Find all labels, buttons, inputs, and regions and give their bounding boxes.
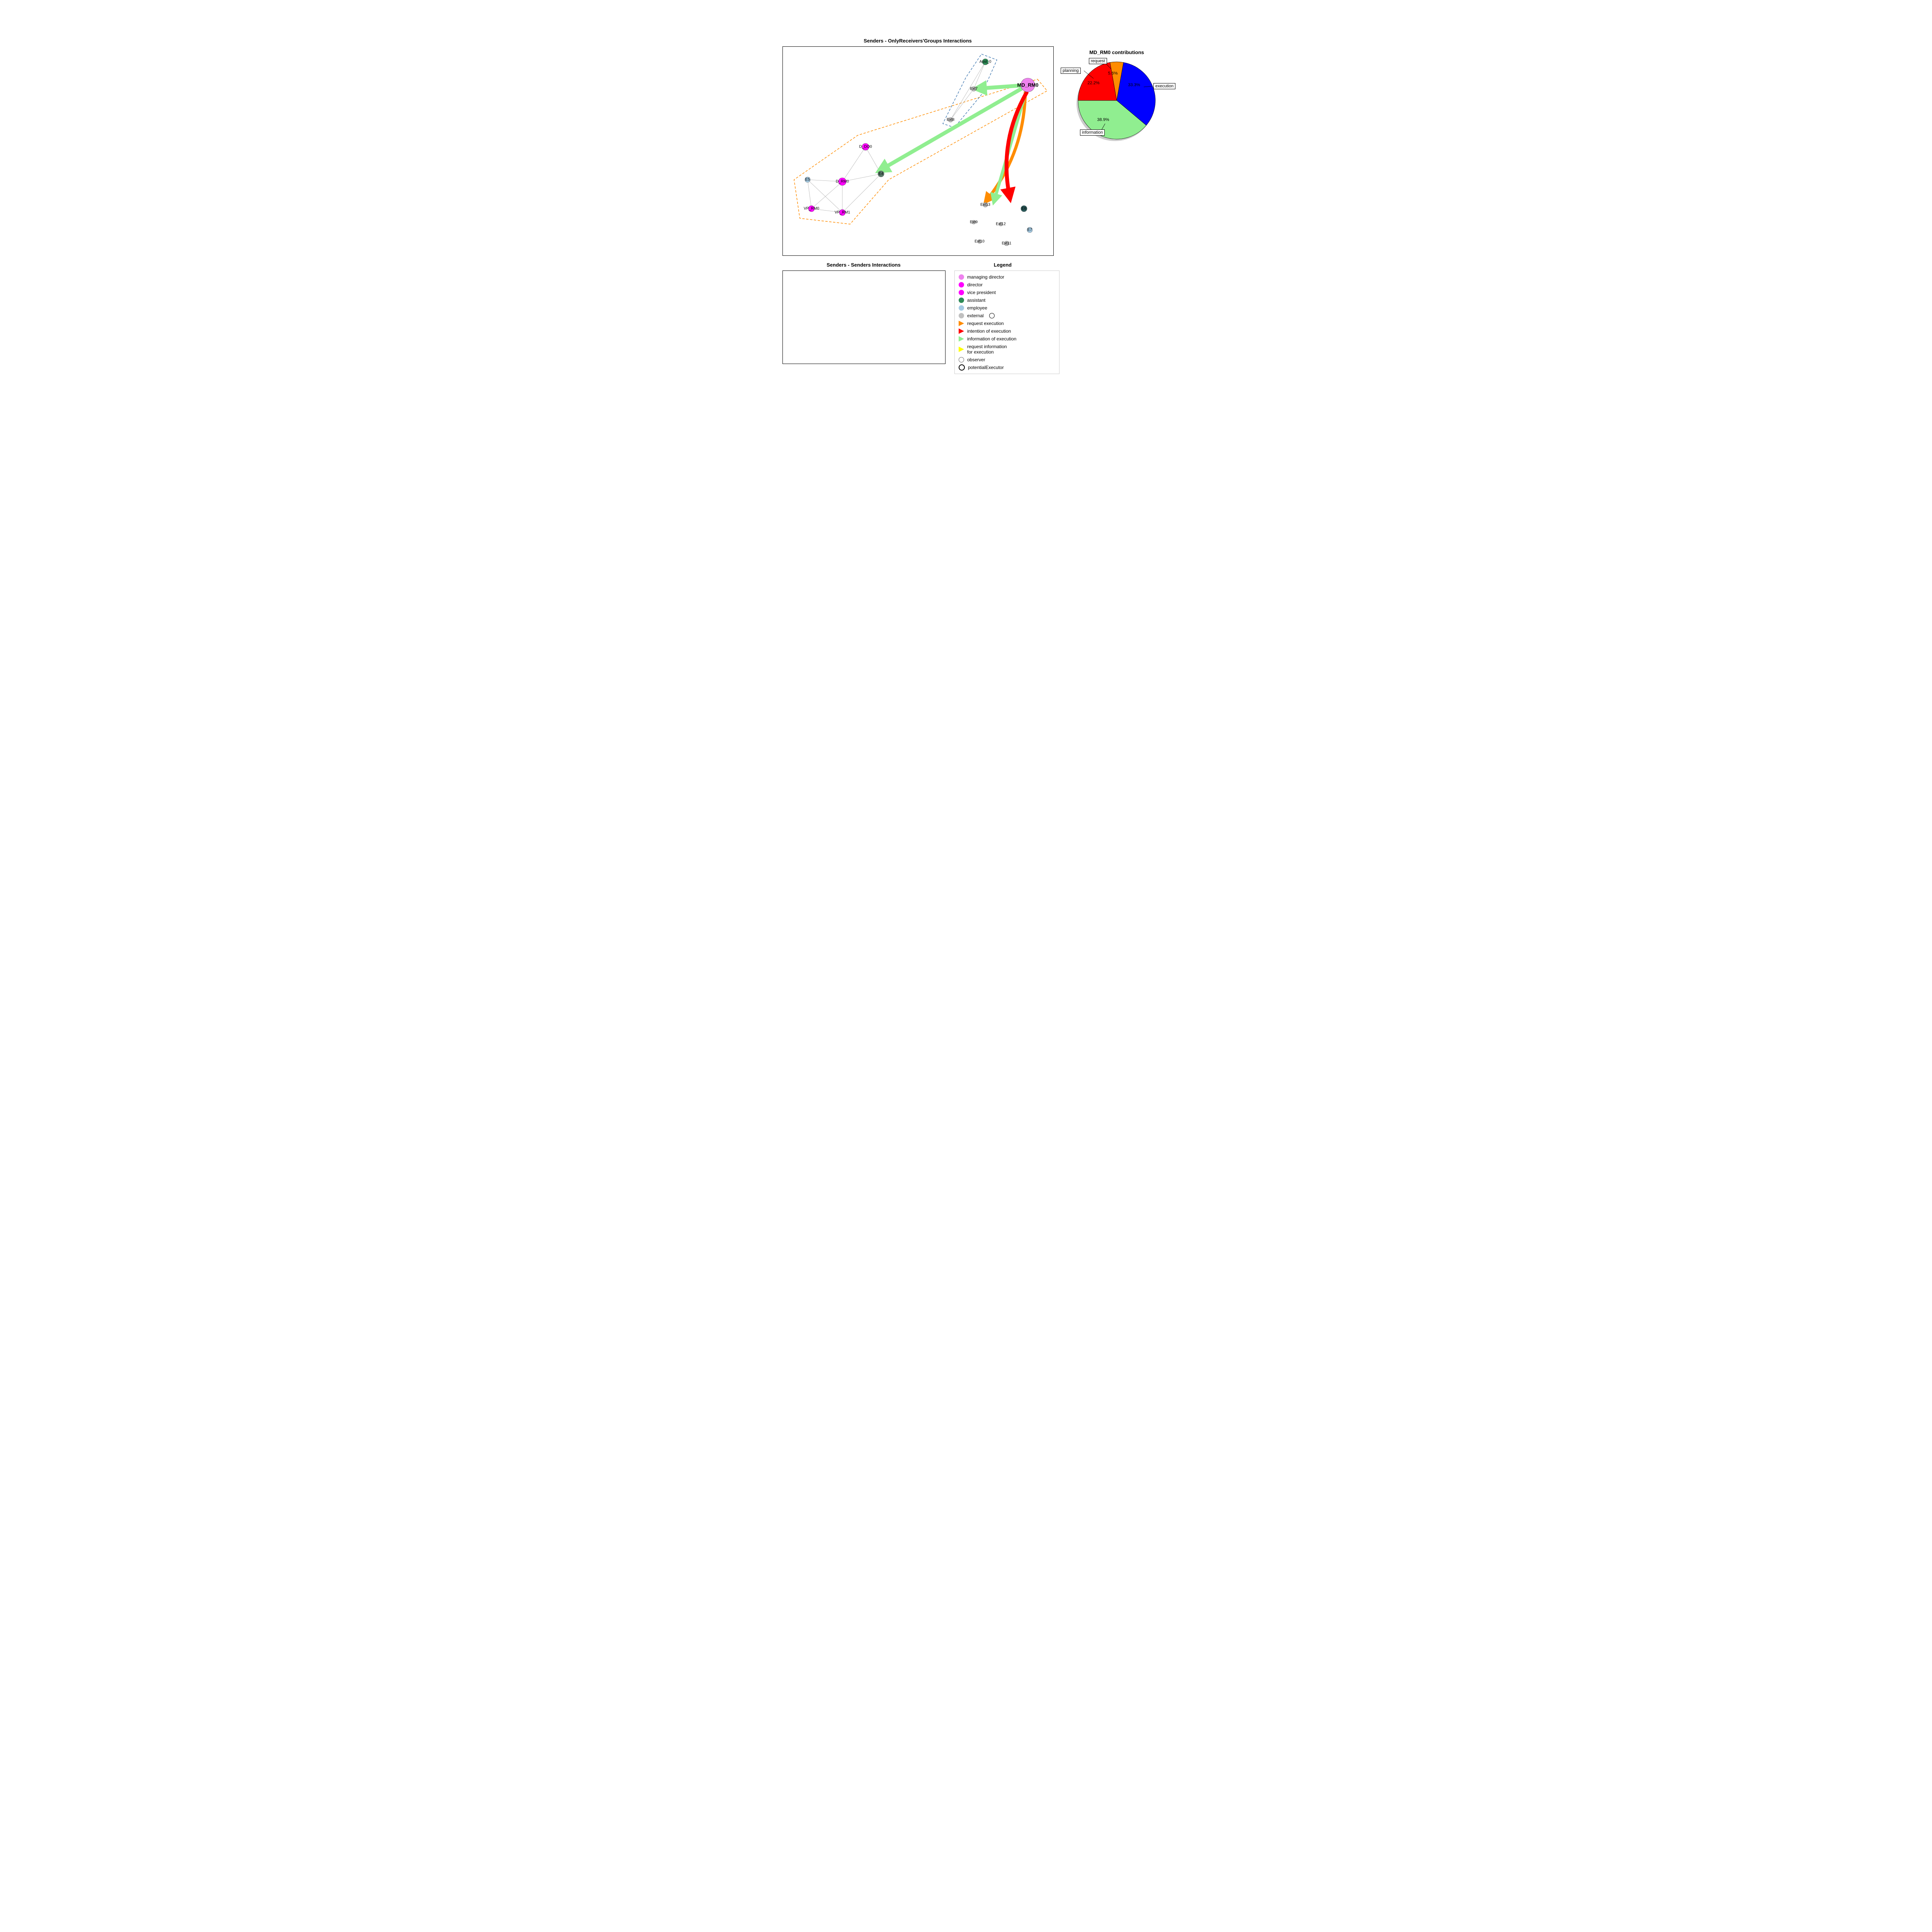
legend-swatch xyxy=(959,282,964,287)
legend-item-10: observer xyxy=(959,356,1055,364)
legend-swatch xyxy=(959,298,964,303)
pie-pct-information: 38.9% xyxy=(1097,117,1109,122)
pie-pct-planning: 22.2% xyxy=(1087,81,1099,85)
legend-label: observer xyxy=(967,357,985,362)
legend-arrow-icon xyxy=(959,336,964,342)
legend-swatch xyxy=(959,274,964,280)
legend-item-5: external xyxy=(959,312,1055,320)
pie-pct-request: 5.6% xyxy=(1108,71,1117,76)
legend-item-11: potentialExecutor xyxy=(959,364,1055,371)
legend-label: information of execution xyxy=(967,336,1016,342)
legend-extra-ring-icon xyxy=(989,313,995,318)
legend-item-7: intention of execution xyxy=(959,327,1055,335)
legend-box: managing director director vice president a… xyxy=(954,270,1060,374)
legend-item-9: request information for execution xyxy=(959,343,1055,356)
pie-label-execution: execution xyxy=(1153,83,1175,89)
legend-swatch xyxy=(959,290,964,295)
legend-arrow-icon xyxy=(959,347,964,352)
legend-arrow-icon xyxy=(959,328,964,334)
legend-item-1: director xyxy=(959,281,1055,289)
pie-label-information: information xyxy=(1080,129,1105,136)
legend-ring-icon xyxy=(959,357,964,362)
legend-label: director xyxy=(967,282,983,287)
legend-label: assistant xyxy=(967,298,985,303)
legend-item-8: information of execution xyxy=(959,335,1055,343)
legend-label: request information for execution xyxy=(967,344,1007,355)
figure-root: Senders - OnlyReceivers'Groups Interacti… xyxy=(734,8,1198,394)
legend-swatch xyxy=(959,305,964,311)
pie-label-planning: planning xyxy=(1061,68,1081,74)
legend-ring-icon xyxy=(959,364,965,371)
legend-item-4: employee xyxy=(959,304,1055,312)
legend-label: employee xyxy=(967,305,987,311)
legend-label: request execution xyxy=(967,321,1004,326)
legend-label: external xyxy=(967,313,984,318)
legend-item-2: vice president xyxy=(959,289,1055,296)
legend-label: vice president xyxy=(967,290,996,295)
legend-arrow-icon xyxy=(959,321,964,326)
pie-pct-execution: 33.3% xyxy=(1128,83,1140,87)
legend-label: intention of execution xyxy=(967,328,1011,334)
legend-item-3: assistant xyxy=(959,296,1055,304)
legend-item-6: request execution xyxy=(959,320,1055,327)
legend-item-0: managing director xyxy=(959,273,1055,281)
legend-title: Legend xyxy=(954,262,1051,268)
legend-label: potentialExecutor xyxy=(968,365,1004,370)
legend-swatch xyxy=(959,313,964,318)
pie-label-request: request xyxy=(1089,58,1107,64)
legend-label: managing director xyxy=(967,274,1004,280)
